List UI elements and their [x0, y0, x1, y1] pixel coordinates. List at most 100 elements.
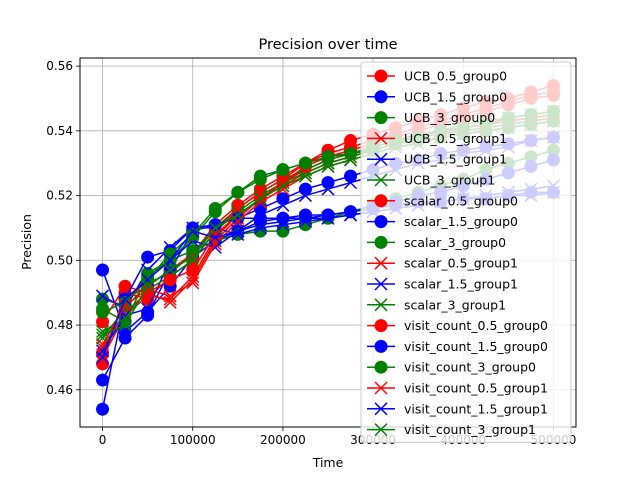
- x-marker-stroke: [253, 195, 267, 209]
- legend-frame: [360, 61, 572, 443]
- data-point: [118, 312, 132, 326]
- legend-label: UCB_1.5_group0: [404, 89, 507, 104]
- x-marker-stroke: [298, 211, 312, 225]
- x-marker-stroke: [253, 192, 267, 206]
- x-marker-stroke: [276, 179, 290, 193]
- legend-item: visit_count_0.5_group0: [367, 318, 548, 333]
- data-point: [298, 156, 312, 170]
- data-point: [96, 350, 110, 364]
- legend-marker: [374, 319, 388, 333]
- legend-item: scalar_1.5_group0: [367, 214, 518, 229]
- data-point: [186, 276, 200, 290]
- data-point: [276, 214, 290, 228]
- x-marker-stroke: [96, 328, 110, 342]
- data-point: [141, 302, 155, 316]
- x-marker-stroke: [231, 208, 245, 222]
- legend-marker: [374, 256, 388, 270]
- legend-label: visit_count_3_group0: [404, 360, 536, 375]
- data-point: [163, 273, 177, 287]
- data-point: [96, 305, 110, 319]
- legend-marker: [374, 339, 388, 353]
- x-marker-stroke: [374, 298, 388, 312]
- x-marker-stroke: [231, 224, 245, 238]
- legend-item: visit_count_0.5_group1: [367, 381, 548, 396]
- data-point: [141, 250, 155, 264]
- legend-label: scalar_0.5_group0: [404, 193, 518, 208]
- data-point: [344, 208, 358, 222]
- legend-label: UCB_3_group0: [404, 110, 495, 125]
- data-point: [321, 150, 335, 164]
- data-point: [276, 179, 290, 193]
- legend-item: UCB_3_group1: [367, 173, 495, 188]
- x-marker-stroke: [141, 279, 155, 293]
- y-axis-ticks: 0.46 0.48 0.50 0.52 0.54 0.56: [46, 59, 80, 397]
- data-point: [298, 211, 312, 225]
- x-marker-stroke: [231, 214, 245, 228]
- y-tick-label: 0.52: [46, 189, 73, 203]
- x-marker-stroke: [374, 423, 388, 437]
- legend-item: scalar_3_group1: [367, 297, 506, 312]
- x-marker-stroke: [163, 289, 177, 303]
- legend-label: visit_count_1.5_group1: [404, 401, 548, 416]
- legend-label: visit_count_1.5_group0: [404, 339, 548, 354]
- legend-item: scalar_0.5_group0: [367, 193, 518, 208]
- x-marker-stroke: [344, 153, 358, 167]
- x-marker-stroke: [186, 224, 200, 238]
- legend-item: UCB_3_group0: [367, 110, 495, 125]
- x-marker-stroke: [96, 324, 110, 339]
- legend-item: scalar_0.5_group1: [367, 256, 518, 271]
- x-marker-stroke: [186, 276, 200, 290]
- x-tick-label: 100000: [170, 433, 216, 447]
- data-point: [298, 169, 312, 183]
- data-point: [118, 318, 132, 332]
- data-point: [276, 224, 290, 238]
- x-marker-stroke: [163, 253, 177, 267]
- data-point: [298, 182, 312, 196]
- data-point: [253, 192, 267, 206]
- legend-marker: [374, 402, 388, 416]
- legend-marker: [374, 235, 388, 249]
- x-marker-stroke: [374, 277, 388, 291]
- data-point: [253, 195, 267, 209]
- x-marker-stroke: [96, 289, 110, 303]
- x-marker-stroke: [163, 292, 177, 306]
- x-marker-stroke: [276, 214, 290, 228]
- x-marker-stroke: [163, 295, 177, 309]
- data-point: [96, 373, 110, 387]
- x-marker-stroke: [321, 211, 335, 225]
- legend-item: UCB_0.5_group0: [367, 69, 507, 84]
- legend-label: scalar_3_group1: [404, 297, 506, 312]
- legend-marker: [374, 360, 388, 374]
- data-point: [208, 202, 222, 216]
- data-point: [208, 221, 222, 235]
- data-point: [253, 202, 267, 216]
- legend-label: scalar_1.5_group1: [404, 277, 518, 292]
- x-tick-label: 0: [99, 433, 107, 447]
- data-point: [321, 211, 335, 225]
- data-point: [321, 176, 335, 190]
- data-point: [96, 328, 110, 342]
- data-point: [141, 279, 155, 293]
- x-marker-stroke: [374, 381, 388, 395]
- x-tick-label: 200000: [260, 433, 306, 447]
- x-marker-stroke: [374, 152, 388, 166]
- legend-label: UCB_0.5_group0: [404, 69, 507, 84]
- data-point: [276, 192, 290, 206]
- data-point: [231, 185, 245, 199]
- x-marker-stroke: [96, 337, 110, 351]
- legend-item: scalar_1.5_group1: [367, 277, 518, 292]
- legend-item: visit_count_1.5_group0: [367, 339, 548, 354]
- data-point: [96, 357, 110, 371]
- data-point: [344, 146, 358, 160]
- legend-label: scalar_3_group0: [404, 235, 506, 250]
- x-marker-stroke: [253, 218, 267, 232]
- legend-marker: [374, 423, 388, 437]
- legend-item: visit_count_3_group0: [367, 360, 536, 375]
- data-point: [118, 331, 132, 345]
- x-marker-stroke: [96, 331, 110, 345]
- x-marker-stroke: [118, 312, 132, 326]
- data-point: [186, 250, 200, 264]
- data-point: [321, 159, 335, 173]
- legend-label: visit_count_0.5_group1: [404, 381, 548, 396]
